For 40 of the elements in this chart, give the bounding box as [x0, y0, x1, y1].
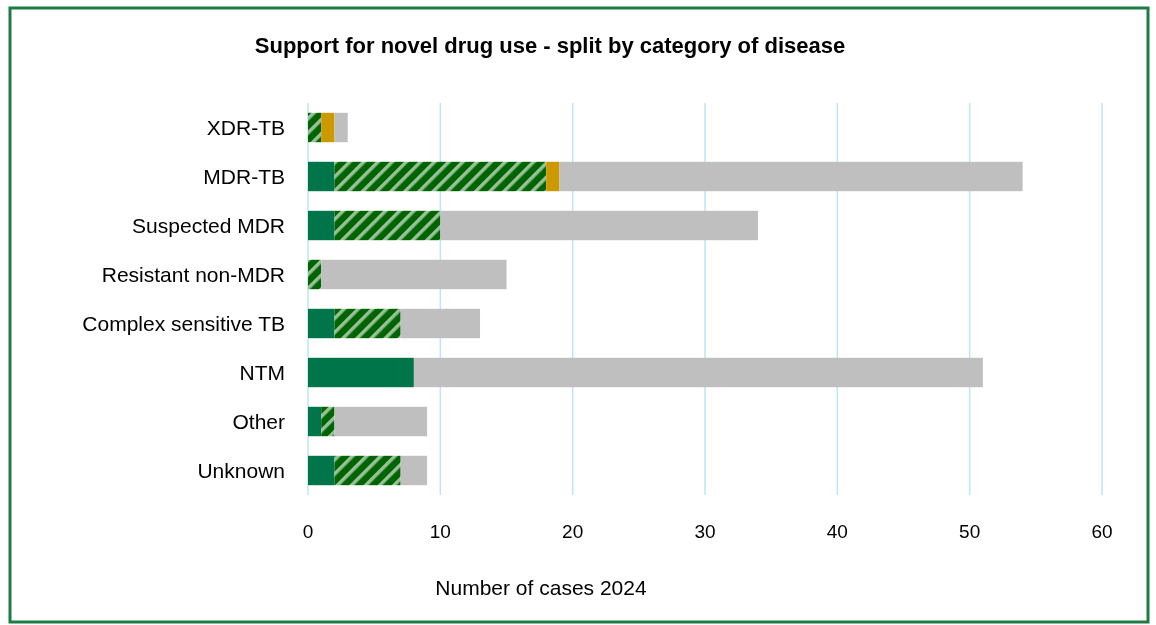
x-tick-label: 20	[562, 521, 584, 542]
x-tick-label: 10	[429, 521, 451, 542]
bar	[308, 406, 322, 437]
bar	[308, 112, 322, 143]
bar	[308, 308, 335, 339]
bar	[334, 308, 401, 339]
bar	[308, 357, 414, 388]
x-tick-label: 60	[1091, 521, 1113, 542]
y-tick-label: NTM	[239, 360, 285, 384]
x-axis-title: Number of cases 2024	[435, 576, 647, 599]
bar	[334, 406, 428, 437]
y-tick-label: Resistant non-MDR	[101, 262, 285, 286]
bar	[334, 112, 348, 143]
bar	[413, 357, 983, 388]
bar	[308, 455, 335, 486]
bar	[559, 161, 1023, 192]
x-tick-label: 50	[959, 521, 981, 542]
y-tick-label: Suspected MDR	[132, 213, 285, 237]
bar	[308, 259, 322, 290]
x-tick-label: 40	[826, 521, 848, 542]
bar	[334, 455, 401, 486]
y-tick-label: MDR-TB	[203, 164, 285, 188]
y-tick-label: Other	[232, 409, 285, 433]
bar	[400, 308, 481, 339]
y-tick-label: Complex sensitive TB	[82, 311, 285, 335]
y-tick-label: Unknown	[197, 458, 285, 482]
bar	[308, 161, 335, 192]
bar	[400, 455, 428, 486]
chart-title: Support for novel drug use - split by category of disease	[254, 33, 846, 58]
x-tick-label: 30	[694, 521, 716, 542]
y-tick-label: XDR-TB	[206, 115, 285, 139]
bar	[321, 259, 507, 290]
bar	[321, 112, 335, 143]
x-tick-label: 0	[302, 521, 314, 542]
bar	[334, 161, 547, 192]
bar	[308, 210, 335, 241]
bar	[334, 210, 441, 241]
bar	[321, 406, 335, 437]
bar	[440, 210, 758, 241]
bar	[546, 161, 560, 192]
